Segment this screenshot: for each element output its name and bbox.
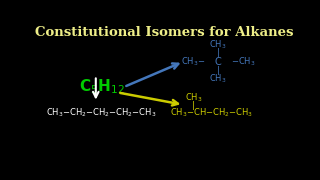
Text: |: | [217, 66, 220, 75]
Text: CH$_3$−: CH$_3$− [181, 55, 206, 68]
Text: Constitutional Isomers for Alkanes: Constitutional Isomers for Alkanes [35, 26, 293, 39]
Text: CH$_3$: CH$_3$ [210, 39, 227, 51]
Text: CH$_3$−CH$_2$−CH$_2$−CH$_2$−CH$_3$: CH$_3$−CH$_2$−CH$_2$−CH$_2$−CH$_3$ [46, 106, 157, 119]
Text: |: | [192, 101, 195, 110]
Text: CH$_3$−CH−CH$_2$−CH$_3$: CH$_3$−CH−CH$_2$−CH$_3$ [170, 106, 253, 119]
Text: C$_5$H$_{12}$: C$_5$H$_{12}$ [79, 78, 125, 96]
Text: CH$_3$: CH$_3$ [185, 92, 202, 104]
Text: CH$_3$: CH$_3$ [210, 72, 227, 85]
Text: |: | [217, 48, 220, 57]
Text: −CH$_3$: −CH$_3$ [231, 55, 255, 68]
Text: C: C [215, 57, 222, 67]
